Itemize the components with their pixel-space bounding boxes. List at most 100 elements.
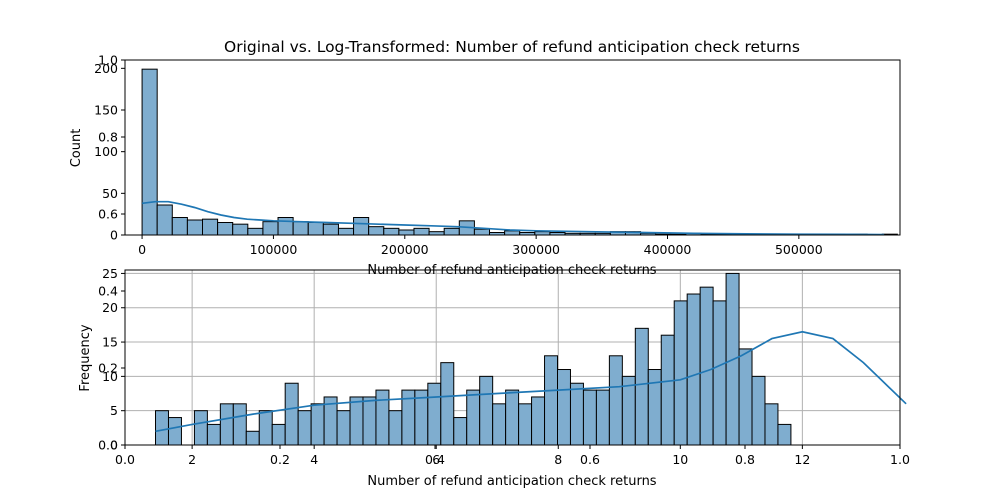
overlay-x-tick-label: 0.0 bbox=[115, 452, 135, 467]
y-tick-label: 200 bbox=[94, 61, 118, 76]
histogram-bar bbox=[141, 68, 158, 236]
histogram-bar bbox=[505, 389, 520, 446]
x-tick-label: 6 bbox=[432, 452, 440, 467]
overlay-x-tick-label: 1.0 bbox=[890, 452, 910, 467]
histogram-bar bbox=[443, 227, 460, 236]
histogram-bar bbox=[398, 229, 415, 236]
histogram-bar bbox=[219, 403, 234, 446]
y-tick-label: 50 bbox=[102, 186, 118, 201]
top-histogram-plot: 0 100000 200000 300000 400000 500000 0 50 100 150… bbox=[94, 59, 901, 257]
histogram-bar bbox=[349, 396, 364, 446]
histogram-bar bbox=[247, 227, 264, 236]
histogram-bar bbox=[362, 396, 377, 446]
overlay-x-tick-label: 0.8 bbox=[735, 452, 755, 467]
histogram-bar bbox=[258, 410, 273, 446]
histogram-bar bbox=[686, 293, 701, 446]
histogram-bar bbox=[673, 300, 688, 446]
histogram-bar bbox=[738, 348, 753, 446]
y-tick-label: 0 bbox=[110, 438, 118, 453]
y-tick-label: 15 bbox=[102, 335, 118, 350]
histogram-bar bbox=[453, 417, 468, 446]
overlay-y-tick-label: 1.0 bbox=[98, 53, 118, 68]
histogram-bar bbox=[518, 403, 533, 446]
histogram-bar bbox=[171, 217, 188, 236]
histogram-bar bbox=[186, 219, 204, 236]
overlay-axes: 0.0 0.2 0.4 0.6 0.8 1.0 0.0 0.2 0.4 0.6 0.8 1.0 bbox=[98, 53, 910, 468]
overlay-y-tick-label: 0.0 bbox=[98, 438, 118, 453]
histogram-bar bbox=[337, 227, 355, 236]
histogram-bar bbox=[232, 403, 247, 446]
histogram-bar bbox=[569, 382, 584, 446]
histogram-bar bbox=[262, 221, 279, 236]
overlay-x-tick-label: 0.4 bbox=[425, 452, 445, 467]
histogram-bar bbox=[277, 217, 294, 236]
y-tick-label: 150 bbox=[94, 103, 118, 118]
histogram-bar bbox=[155, 410, 169, 446]
histogram-bar bbox=[647, 369, 662, 446]
histogram-bar bbox=[764, 403, 779, 446]
y-tick-label: 5 bbox=[110, 403, 118, 418]
x-tick-label: 500000 bbox=[775, 242, 823, 257]
histogram-bar bbox=[634, 327, 649, 446]
overlay-y-tick-label: 0.4 bbox=[98, 284, 118, 299]
x-tick-label: 400000 bbox=[644, 242, 692, 257]
histogram-bar bbox=[751, 375, 766, 446]
histogram-bar bbox=[156, 204, 173, 236]
histogram-bar bbox=[202, 218, 219, 236]
histogram-bar bbox=[557, 369, 571, 446]
histogram-bar bbox=[531, 396, 546, 446]
overlay-y-tick-label: 0.6 bbox=[98, 207, 118, 222]
histogram-bar bbox=[336, 410, 351, 446]
histogram-bar bbox=[473, 228, 491, 236]
top-y-axis-label: Count bbox=[69, 129, 84, 168]
y-tick-label: 25 bbox=[102, 266, 118, 281]
x-tick-label: 300000 bbox=[512, 242, 560, 257]
histogram-bar bbox=[232, 223, 249, 236]
histogram-bar bbox=[466, 389, 481, 446]
histogram-bar bbox=[193, 410, 208, 446]
overlay-x-tick-label: 0.6 bbox=[580, 452, 600, 467]
chart-title: Original vs. Log-Transformed: Number of … bbox=[224, 38, 800, 56]
histogram-bar bbox=[297, 410, 312, 446]
x-tick-label: 12 bbox=[794, 452, 810, 467]
x-tick-label: 8 bbox=[554, 452, 562, 467]
histogram-bar bbox=[310, 403, 325, 446]
bottom-histogram-plot: 2 4 6 8 10 12 0 5 10 15 20 25 bbox=[102, 266, 907, 467]
overlay-y-tick-label: 0.8 bbox=[98, 130, 118, 145]
histogram-bar bbox=[479, 375, 494, 446]
histogram-bar bbox=[777, 423, 792, 446]
kde-curve bbox=[141, 200, 885, 236]
histogram-bar bbox=[307, 222, 324, 236]
histogram-bar bbox=[504, 230, 521, 236]
y-tick-label: 10 bbox=[102, 369, 118, 384]
x-tick-label: 0 bbox=[138, 242, 146, 257]
histogram-bar bbox=[427, 382, 442, 446]
axes-frame bbox=[124, 59, 901, 236]
histogram-bar bbox=[582, 389, 597, 446]
histogram-bar bbox=[383, 227, 400, 236]
histogram-bar bbox=[440, 362, 455, 446]
histogram-bar bbox=[206, 423, 221, 446]
histogram-bar bbox=[375, 389, 390, 446]
histogram-bar bbox=[712, 300, 727, 446]
x-tick-label: 200000 bbox=[381, 242, 429, 257]
histogram-bar bbox=[271, 423, 286, 446]
histogram-bar bbox=[245, 430, 260, 446]
histogram-bar bbox=[167, 417, 182, 446]
histogram-bar bbox=[608, 355, 623, 446]
x-tick-label: 2 bbox=[188, 452, 196, 467]
histogram-bar bbox=[660, 334, 675, 446]
y-tick-label: 20 bbox=[102, 300, 118, 315]
bottom-x-axis-label: Number of refund anticipation check retu… bbox=[367, 474, 656, 489]
histogram-bar bbox=[544, 355, 559, 446]
x-tick-label: 100000 bbox=[250, 242, 298, 257]
x-tick-label: 10 bbox=[672, 452, 688, 467]
overlay-x-tick-label: 0.2 bbox=[270, 452, 290, 467]
histogram-bar bbox=[595, 389, 610, 446]
histogram-bar bbox=[284, 382, 299, 446]
y-tick-label: 0 bbox=[110, 228, 118, 243]
kde-curve bbox=[155, 330, 907, 433]
bottom-y-axis-label: Frequency bbox=[78, 324, 93, 391]
top-x-axis-label: Number of refund anticipation check retu… bbox=[367, 263, 656, 278]
